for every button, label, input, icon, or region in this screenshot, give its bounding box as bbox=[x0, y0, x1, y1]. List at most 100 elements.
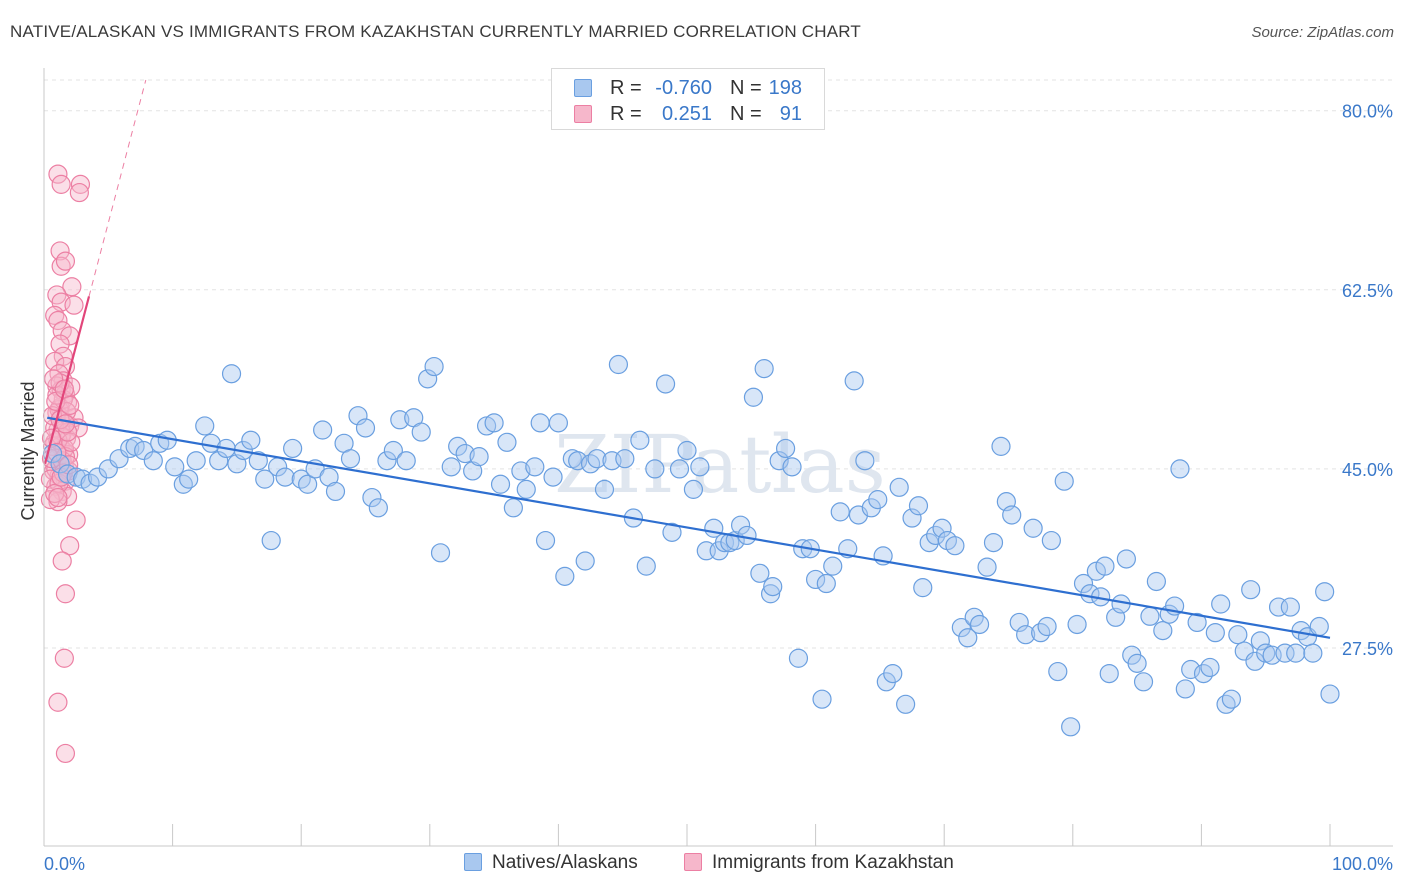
blue-point bbox=[983, 532, 1004, 553]
pink-point bbox=[60, 395, 80, 416]
pink-point bbox=[55, 743, 76, 764]
blue-point bbox=[1228, 625, 1248, 645]
blue-point bbox=[283, 438, 303, 459]
blue-point bbox=[143, 451, 163, 471]
blue-point bbox=[503, 498, 523, 518]
source-label: Source: ZipAtlas.com bbox=[1251, 24, 1394, 41]
blue-point bbox=[1280, 597, 1300, 617]
blue-point bbox=[548, 413, 569, 433]
blue-point bbox=[80, 473, 100, 493]
y-tick-label: 80.0% bbox=[1342, 102, 1393, 122]
watermark: ZIPatlas bbox=[554, 418, 886, 511]
blue-point bbox=[87, 467, 108, 487]
pink-point bbox=[55, 251, 76, 271]
pink-point bbox=[45, 305, 65, 325]
blue-point bbox=[1153, 621, 1173, 641]
blue-point bbox=[1320, 684, 1340, 704]
pink-trend-extension bbox=[88, 79, 147, 297]
pink-point bbox=[70, 174, 91, 194]
blue-point bbox=[883, 663, 903, 684]
pink-trend-line bbox=[44, 296, 91, 465]
n-label: N = bbox=[730, 103, 762, 125]
blue-point bbox=[1221, 689, 1242, 709]
blue-point bbox=[630, 430, 650, 450]
blue-point bbox=[165, 457, 185, 477]
legend-label-natives: Natives/Alaskans bbox=[492, 852, 638, 873]
legend-top: R = -0.760 N = 198 R = 0.251 N = 91 bbox=[551, 68, 825, 130]
trend-layer bbox=[44, 79, 1331, 639]
blue-point bbox=[1181, 659, 1201, 680]
axis-layer: 27.5% 45.0% 62.5% 80.0% 0.0% 100.0% Currently … bbox=[18, 68, 1393, 874]
blue-point bbox=[1241, 580, 1261, 600]
blue-point bbox=[1140, 606, 1160, 626]
blue-point bbox=[1133, 672, 1154, 692]
blue-point bbox=[319, 467, 339, 487]
blue-point bbox=[411, 422, 431, 442]
blue-point bbox=[555, 566, 575, 586]
blue-point bbox=[255, 469, 275, 489]
blue-point bbox=[977, 557, 997, 577]
blue-point bbox=[1095, 556, 1115, 576]
blue-point bbox=[348, 406, 368, 426]
blue-point bbox=[951, 617, 971, 638]
blue-points-layer bbox=[42, 354, 1340, 737]
pink-point bbox=[48, 487, 68, 508]
blue-point bbox=[750, 563, 770, 583]
blue-point bbox=[677, 440, 697, 461]
blue-point bbox=[743, 387, 764, 407]
blue-point bbox=[615, 449, 635, 469]
blue-point bbox=[896, 694, 916, 714]
blue-point bbox=[390, 410, 410, 430]
pink-point bbox=[51, 174, 71, 194]
blue-point bbox=[441, 457, 461, 477]
blue-point bbox=[1216, 694, 1236, 714]
blue-point bbox=[1041, 530, 1061, 551]
blue-point bbox=[173, 474, 193, 494]
pink-point bbox=[48, 164, 68, 184]
blue-point bbox=[1286, 643, 1306, 663]
blue-point bbox=[1127, 653, 1147, 673]
legend-swatch-blue bbox=[574, 79, 592, 97]
pink-point bbox=[50, 334, 70, 354]
blue-point bbox=[1116, 549, 1136, 569]
blue-point bbox=[1037, 616, 1057, 637]
blue-point bbox=[1309, 616, 1329, 637]
pink-point bbox=[55, 414, 76, 434]
pink-point bbox=[55, 584, 76, 604]
blue-point bbox=[969, 614, 990, 635]
y-tick-label: 27.5% bbox=[1342, 639, 1393, 659]
legend-item-kazakhstan: Immigrants from Kazakhstan bbox=[684, 852, 954, 874]
blue-point bbox=[50, 454, 70, 474]
r-label: R = bbox=[610, 103, 642, 125]
blue-point bbox=[669, 459, 690, 479]
blue-point bbox=[1099, 663, 1119, 684]
blue-trend-line bbox=[47, 416, 1331, 639]
n-value: 91 bbox=[779, 103, 802, 125]
blue-point bbox=[1211, 594, 1231, 614]
blue-point bbox=[926, 525, 946, 546]
blue-point bbox=[291, 469, 311, 489]
blue-point bbox=[1175, 679, 1195, 699]
legend-item-natives: Natives/Alaskans bbox=[464, 852, 638, 874]
blue-point bbox=[730, 515, 751, 535]
blue-point bbox=[209, 451, 229, 471]
blue-point bbox=[396, 451, 416, 471]
blue-point bbox=[516, 479, 536, 499]
blue-point bbox=[991, 436, 1011, 456]
blue-point bbox=[248, 451, 268, 471]
blue-point bbox=[855, 451, 875, 471]
blue-point bbox=[580, 454, 601, 474]
blue-point bbox=[424, 356, 444, 377]
y-tick-label: 62.5% bbox=[1342, 281, 1393, 301]
blue-point bbox=[525, 457, 545, 477]
pink-point bbox=[60, 536, 80, 556]
blue-point bbox=[1009, 612, 1029, 633]
r-value: 0.251 bbox=[661, 103, 712, 125]
legend-bottom: Natives/Alaskans Immigrants from Kazakhs… bbox=[0, 852, 1406, 878]
blue-point bbox=[844, 371, 864, 391]
blue-point bbox=[775, 438, 796, 459]
blue-point bbox=[1275, 643, 1295, 663]
pink-point bbox=[66, 510, 86, 530]
blue-point bbox=[587, 449, 607, 469]
blue-point bbox=[1061, 717, 1081, 737]
